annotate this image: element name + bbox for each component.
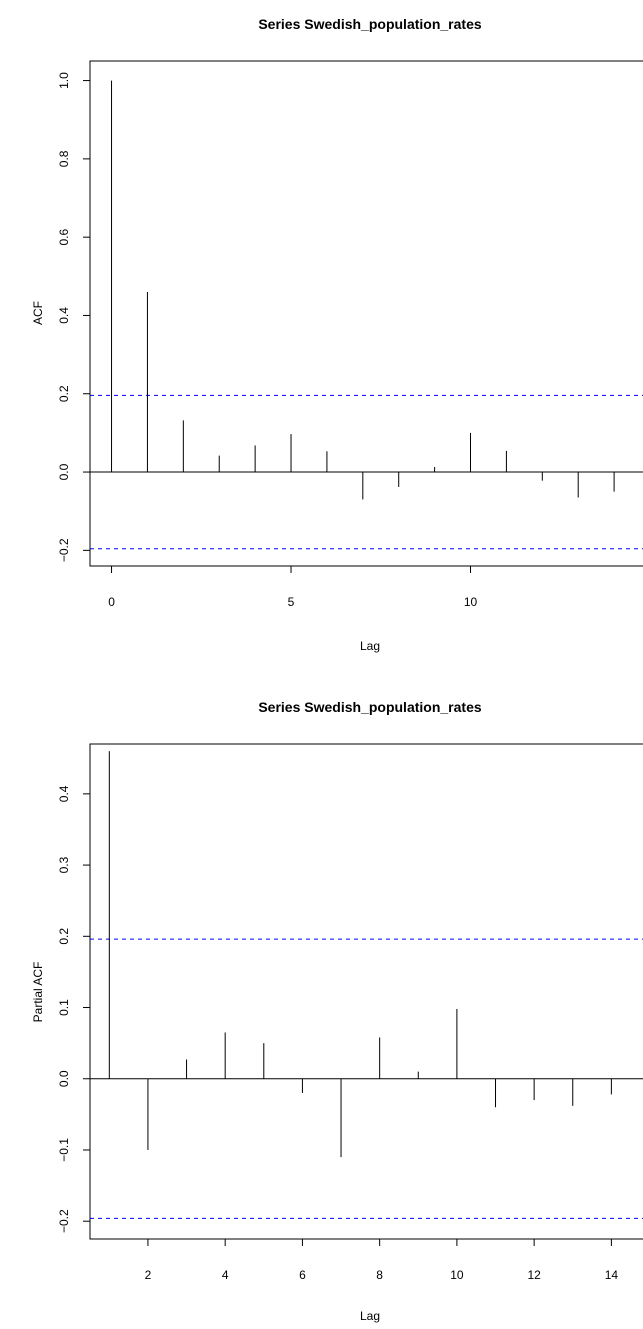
y-tick-label: 0.2 [57, 385, 71, 402]
y-tick-label: 0.3 [57, 856, 71, 873]
x-tick-label: 14 [605, 1268, 619, 1282]
x-tick-label: 10 [450, 1268, 464, 1282]
chart-title: Series Swedish_population_rates [258, 16, 482, 32]
y-tick-label: 0.0 [57, 463, 71, 480]
y-tick-label: −0.1 [57, 1138, 71, 1162]
y-tick-label: 0.6 [57, 228, 71, 245]
x-axis-label: Lag [360, 1309, 380, 1323]
acf-marks: 051015−0.20.00.20.40.60.81.0 [57, 72, 643, 609]
plot-frame [89, 60, 643, 567]
y-axis-label: ACF [31, 301, 45, 325]
x-axis-label: Lag [360, 639, 380, 653]
y-tick-label: 0.0 [57, 1070, 71, 1087]
y-tick-label: 0.4 [57, 785, 71, 802]
y-tick-label: 0.2 [57, 928, 71, 945]
acf-panel: Series Swedish_population_rates Lag ACF … [31, 16, 643, 653]
x-tick-label: 8 [376, 1268, 383, 1282]
x-tick-label: 2 [145, 1268, 152, 1282]
x-tick-label: 0 [108, 595, 115, 609]
y-axis-label: Partial ACF [31, 962, 45, 1023]
x-tick-label: 5 [288, 595, 295, 609]
pacf-panel: Series Swedish_population_rates Lag Part… [31, 699, 643, 1323]
y-tick-label: −0.2 [57, 1209, 71, 1233]
x-tick-label: 10 [464, 595, 478, 609]
plot-frame [89, 743, 643, 1240]
y-tick-label: 0.8 [57, 150, 71, 167]
chart-title: Series Swedish_population_rates [258, 699, 482, 715]
y-tick-label: 0.4 [57, 307, 71, 324]
y-tick-label: 0.1 [57, 999, 71, 1016]
x-tick-label: 6 [299, 1268, 306, 1282]
y-tick-label: 1.0 [57, 72, 71, 89]
x-tick-label: 4 [222, 1268, 229, 1282]
y-tick-label: −0.2 [57, 538, 71, 562]
pacf-marks: 2 4 6 8 10 12 14 −0.2 −0.1 0.0 0.1 0.2 0.3 0.4 [57, 751, 643, 1282]
x-tick-label: 12 [527, 1268, 541, 1282]
